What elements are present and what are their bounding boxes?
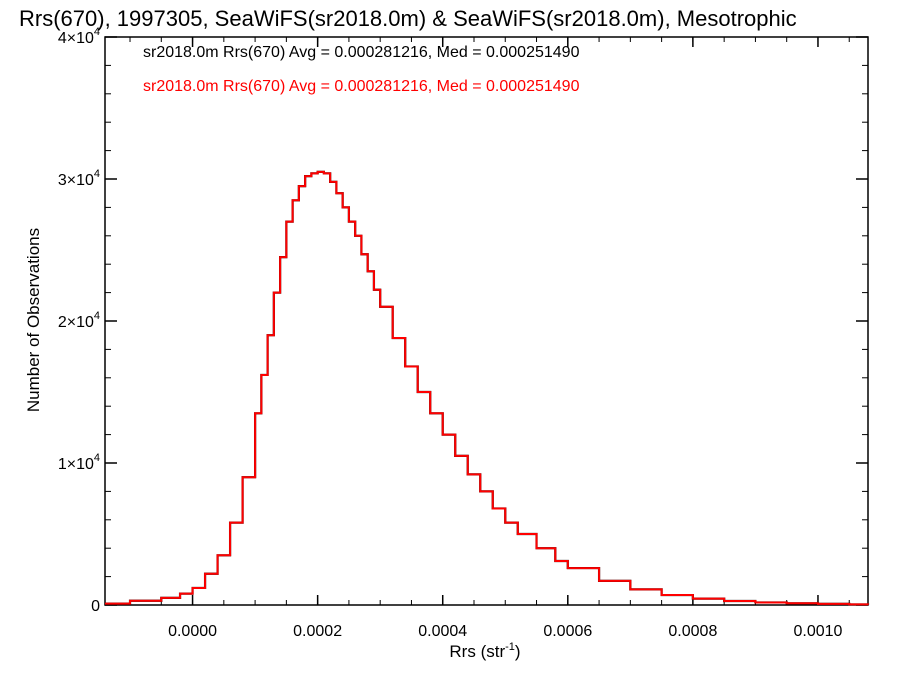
- y-tick-label: 4×104: [58, 26, 100, 47]
- x-tick-label: 0.0004: [418, 623, 467, 640]
- legend-entry-2: sr2018.0m Rrs(670) Avg = 0.000281216, Me…: [143, 78, 580, 95]
- x-tick-label: 0.0010: [793, 623, 842, 640]
- series-layer: [105, 170, 870, 606]
- y-axis-ticks: 0 1×104 2×104 3×104 4×104: [58, 26, 868, 615]
- y-tick-label: 3×104: [58, 168, 100, 189]
- series-red-histogram: [105, 170, 869, 606]
- y-tick-label: 2×104: [58, 310, 100, 331]
- x-axis-label-text: Rrs (str: [449, 642, 505, 661]
- legend-entry-1: sr2018.0m Rrs(670) Avg = 0.000281216, Me…: [143, 44, 580, 61]
- x-tick-label: 0.0000: [168, 623, 217, 640]
- x-tick-label: 0.0008: [668, 623, 717, 640]
- chart-title: Rrs(670), 1997305, SeaWiFS(sr2018.0m) & …: [19, 6, 797, 31]
- x-axis-ticks: 0.0000 0.0002 0.0004 0.0006 0.0008 0.0010: [129, 37, 850, 640]
- y-axis-label: Number of Observations: [24, 228, 43, 412]
- plot-frame: [104, 36, 869, 606]
- x-tick-label: 0.0006: [543, 623, 592, 640]
- y-tick-label: 0: [91, 598, 100, 615]
- x-tick-label: 0.0002: [293, 623, 342, 640]
- x-axis-label-superscript: -1: [505, 641, 515, 653]
- x-axis-label: Rrs (str-1): [449, 641, 520, 661]
- series-black-histogram: [105, 170, 870, 606]
- y-tick-label: 1×104: [58, 452, 100, 473]
- x-axis-label-close: ): [515, 642, 521, 661]
